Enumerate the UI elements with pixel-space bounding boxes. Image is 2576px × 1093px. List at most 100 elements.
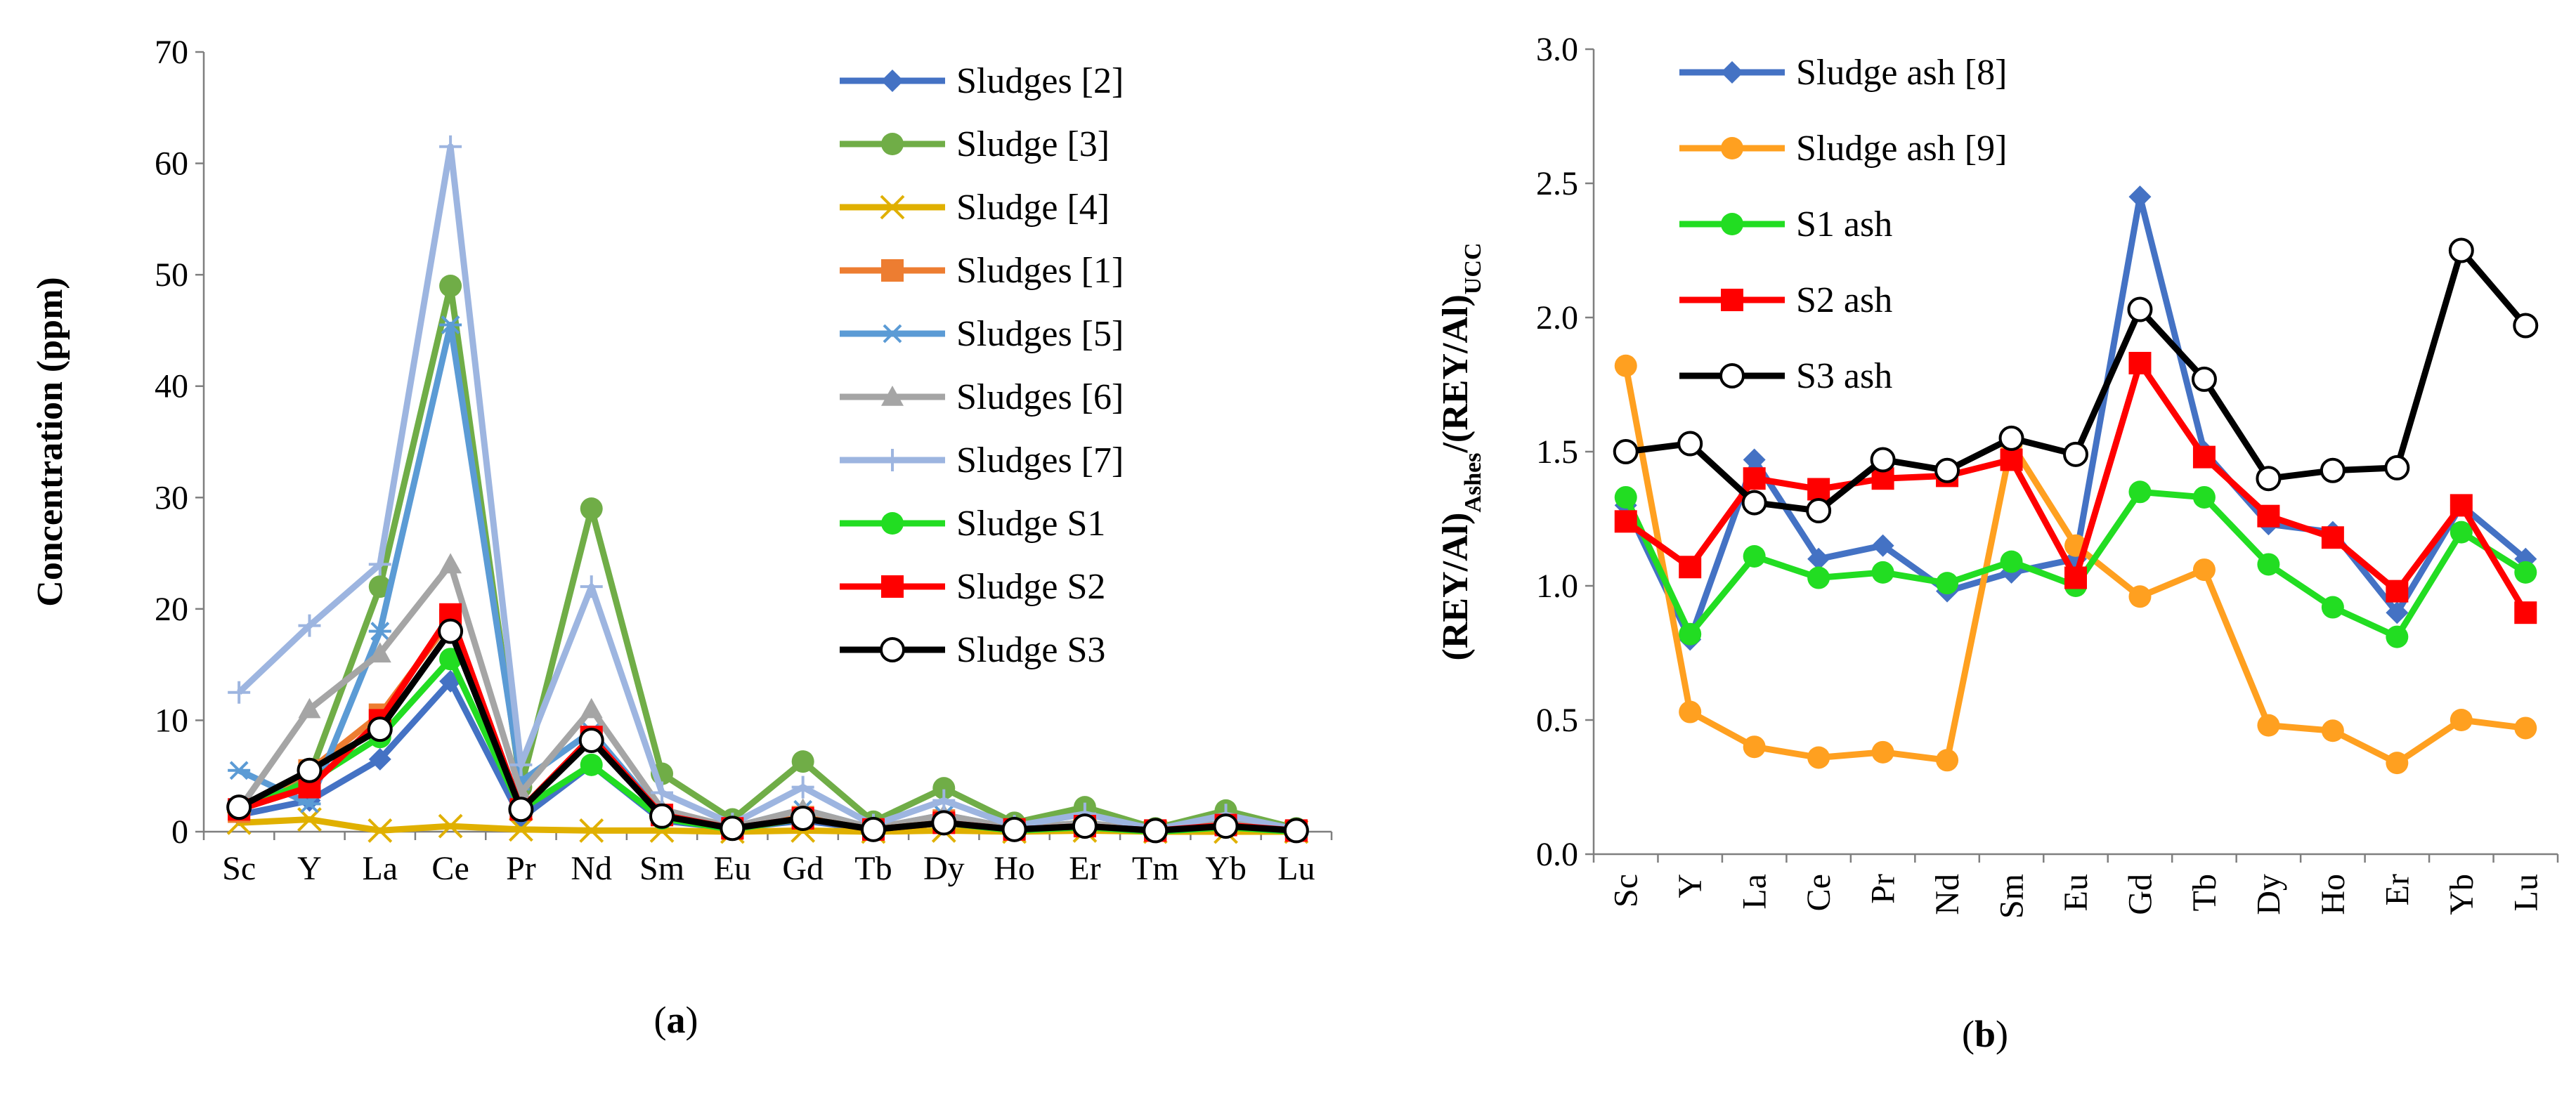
- data-point: [2320, 457, 2346, 483]
- data-point: [1143, 818, 1169, 844]
- data-point: [2321, 596, 2344, 619]
- legend-label: Sludges [2]: [956, 61, 1124, 101]
- data-point: [228, 761, 251, 780]
- legend-label: Sludge S2: [956, 567, 1105, 607]
- x-tick-label: Gd: [2121, 874, 2159, 915]
- data-point: [1807, 547, 1830, 570]
- data-point: [368, 553, 391, 576]
- legend-item: S1 ash: [1679, 204, 1892, 244]
- legend-label: Sludge ash [9]: [1796, 129, 2007, 169]
- legend-label: Sludge S3: [956, 630, 1105, 670]
- legend-label: S3 ash: [1796, 356, 1892, 396]
- legend-marker: [1721, 61, 1743, 84]
- legend-label: Sludges [5]: [956, 314, 1124, 354]
- data-point: [1679, 556, 1702, 579]
- legend-label: S1 ash: [1796, 204, 1892, 244]
- data-point: [2127, 296, 2153, 322]
- x-tick-label: La: [1736, 874, 1774, 910]
- data-point: [1614, 510, 1637, 533]
- data-point: [2192, 445, 2216, 469]
- y-tick-label: 2.5: [1536, 165, 1578, 202]
- panel-label-paren: (: [1962, 1013, 1975, 1055]
- x-tick-label: Gd: [782, 850, 824, 887]
- data-point: [651, 781, 674, 804]
- legend-item: Sludge [4]: [840, 188, 1110, 228]
- data-point: [297, 757, 323, 783]
- data-point: [2321, 526, 2344, 549]
- y-tick-label: 10: [155, 702, 188, 739]
- data-point: [2514, 601, 2537, 624]
- y-tick-label: 0.0: [1536, 836, 1578, 873]
- data-point: [791, 750, 814, 773]
- data-point: [1934, 457, 1960, 483]
- panel-label-paren: ): [686, 999, 698, 1041]
- x-tick-label: Dy: [923, 850, 965, 887]
- data-point: [1001, 816, 1027, 842]
- data-point: [2128, 185, 2152, 209]
- series-line: [238, 282, 1297, 832]
- data-point: [2514, 561, 2537, 584]
- legend-marker: [880, 637, 905, 662]
- data-point: [509, 753, 533, 776]
- legend: Sludge ash [8] Sludge ash [9] S1 ash S2 ash…: [1679, 53, 2007, 396]
- legend-item: Sludge [3]: [840, 124, 1110, 164]
- legend-label: S2 ash: [1796, 280, 1892, 320]
- series-line: [237, 617, 1297, 834]
- data-point: [508, 797, 534, 823]
- legend-marker: [881, 133, 904, 155]
- panel-label: (a): [654, 999, 698, 1041]
- legend-marker: [881, 324, 904, 343]
- x-tick-label: Eu: [2057, 874, 2095, 911]
- data-point: [2257, 504, 2280, 528]
- x-tick-label: Pr: [506, 850, 536, 887]
- data-point: [860, 816, 886, 842]
- y-tick-label: 40: [155, 368, 188, 405]
- legend-item: S2 ash: [1679, 280, 1892, 320]
- x-tick-label: Sm: [1993, 874, 2031, 919]
- series-line: [237, 143, 1297, 833]
- legend-item: Sludges [2]: [840, 61, 1124, 101]
- legend-marker: [881, 259, 904, 282]
- legend-item: Sludge S2: [840, 567, 1105, 607]
- data-point: [2321, 719, 2344, 742]
- legend-label: Sludges [1]: [956, 251, 1124, 291]
- data-point: [1613, 439, 1639, 464]
- x-tick-label: Lu: [1277, 850, 1315, 887]
- data-point: [649, 803, 675, 829]
- panel-label-letter: a: [667, 999, 686, 1041]
- legend-item: Sludge S1: [840, 504, 1105, 544]
- legend-label: Sludges [7]: [956, 440, 1124, 480]
- legend-marker: [1719, 363, 1745, 388]
- data-point: [1743, 448, 1766, 471]
- data-point: [508, 817, 533, 842]
- legend-item: Sludges [7]: [840, 440, 1124, 480]
- series-line: [238, 611, 1297, 834]
- data-point: [579, 818, 604, 843]
- series-s3-ash: [1613, 237, 2539, 524]
- y-axis-title-subscript: UCC: [1460, 243, 1486, 295]
- data-point: [298, 698, 321, 719]
- data-point: [2384, 454, 2410, 480]
- data-point: [2450, 494, 2473, 517]
- legend-marker: [1721, 289, 1743, 311]
- data-point: [720, 816, 746, 842]
- x-tick-label: Yb: [1205, 850, 1247, 887]
- chart-panel-a: 0 10 20 30 40 50 60 70 Sc Y La Ce Pr Nd Sm Eu Gd Tb Dy Ho Er…: [30, 34, 1333, 1041]
- data-point: [931, 810, 957, 836]
- legend-marker: [881, 575, 904, 598]
- data-point: [1870, 447, 1896, 473]
- data-point: [2128, 480, 2152, 504]
- data-point: [1806, 498, 1832, 524]
- legend-item: Sludge S3: [840, 630, 1105, 670]
- data-point: [1936, 749, 1959, 772]
- y-tick-label: 0.5: [1536, 702, 1578, 739]
- data-point: [580, 497, 603, 521]
- data-point: [2386, 601, 2409, 624]
- legend-marker: [880, 195, 905, 220]
- y-axis-title: (REY/Al)Ashes/(REY/Al)UCC: [1436, 243, 1486, 661]
- data-point: [2450, 709, 2473, 731]
- data-point: [2192, 558, 2216, 582]
- data-point: [368, 642, 391, 663]
- data-point: [2448, 237, 2474, 263]
